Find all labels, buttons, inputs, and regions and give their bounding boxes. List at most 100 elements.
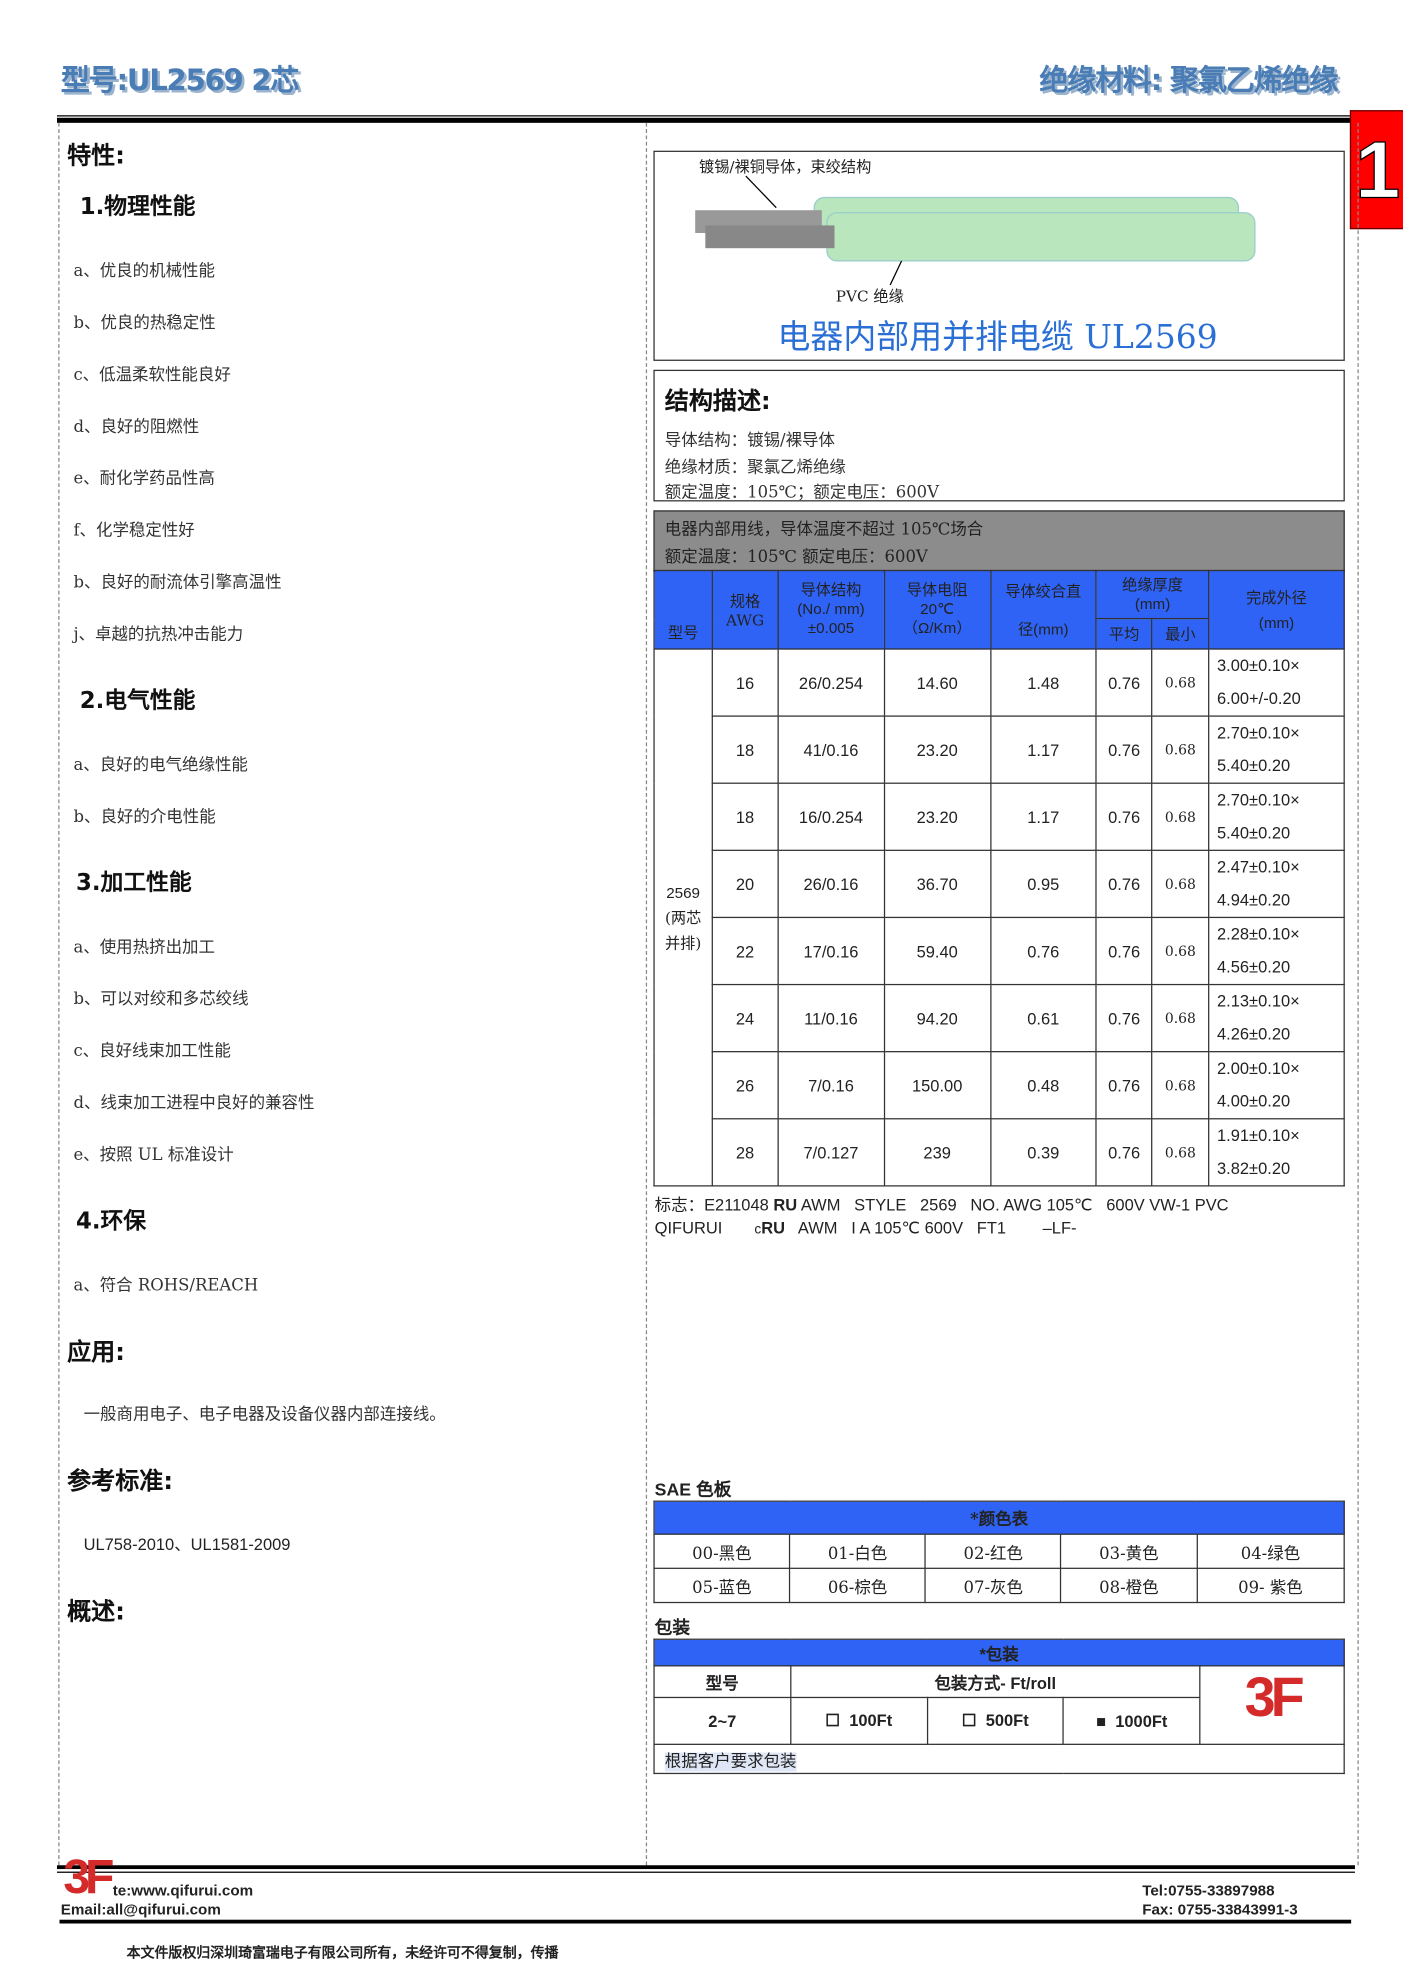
cell-od: 2.13±0.10× 4.26±0.20 <box>1208 983 1345 1053</box>
note-line: 电器内部用线，导体温度不超过 105℃场合 <box>664 520 984 540</box>
cell-conductor: 26/0.16 <box>777 849 885 919</box>
cell-awg: 18 <box>711 715 779 784</box>
application-text: 一般商用电子、电子电器及设备仪器内部连接线。 <box>83 1405 446 1425</box>
application-title: 应用: <box>67 1338 125 1367</box>
color-cell: 08-橙色 <box>1060 1567 1198 1604</box>
marking-line-1: 标志：E211048 RU AWM STYLE 2569 NO. AWG 105… <box>655 1192 1229 1216</box>
cable-illustration <box>695 175 1256 286</box>
cell-resistance: 14.60 <box>883 648 991 717</box>
cell-awg: 28 <box>711 1118 779 1187</box>
footer-rule <box>56 1865 1355 1870</box>
list-item: a、符合 ROHS/REACH <box>73 1276 259 1296</box>
footer-website[interactable]: te:www.qifurui.com <box>112 1881 254 1900</box>
cell-resistance: 239 <box>883 1118 991 1187</box>
ul-logo-icon: RU <box>773 1195 798 1215</box>
cell-awg: 26 <box>711 1051 779 1120</box>
option-1000ft[interactable]: ■ 1000Ft <box>1062 1696 1201 1745</box>
cell-awg: 22 <box>711 916 779 986</box>
color-cell: 01-白色 <box>789 1533 927 1569</box>
header-model: 型号 <box>653 569 713 650</box>
footer-email[interactable]: Email:all@qifurui.com <box>60 1900 221 1919</box>
cell-diameter: 1.48 <box>989 648 1097 717</box>
packaging-table: *包装 型号 包装方式- Ft/roll 3F 2~7 ☐ 100Ft ☐ 50… <box>653 1638 1345 1775</box>
cell-resistance: 36.70 <box>883 849 991 919</box>
marking-text: AWM STYLE 2569 NO. AWG 105℃ 600V VW-1 PV… <box>800 1195 1229 1215</box>
insulation-core-2 <box>826 212 1256 262</box>
header-od: 完成外径 (mm) <box>1208 569 1345 650</box>
list-item: e、耐化学药品性高 <box>73 469 215 489</box>
table-row: 26 7/0.16 150.00 0.48 0.76 0.68 2.00±0.10× 4.00… <box>654 1051 1345 1120</box>
structure-line: 绝缘材质：聚氯乙烯绝缘 <box>664 458 846 478</box>
header-diameter: 导体绞合直 径(mm) <box>989 569 1097 650</box>
footer-tel: Tel:0755-33897988 <box>1142 1881 1275 1900</box>
conductor-label: 镀锡/裸铜导体，束绞结构 <box>698 158 872 177</box>
cul-logo-icon: RU <box>761 1218 786 1238</box>
header-thickness: 绝缘厚度 (mm) <box>1095 569 1210 620</box>
table-row: 18 16/0.254 23.20 1.17 0.76 0.68 2.70±0.10× 5.4… <box>654 782 1345 851</box>
color-cell: 00-黑色 <box>653 1533 791 1569</box>
color-cell: 06-棕色 <box>789 1567 927 1604</box>
option-500ft[interactable]: ☐ 500Ft <box>926 1696 1065 1745</box>
cable-diagram-box: 镀锡/裸铜导体，束绞结构 PVC 绝缘 电器内部用并排电缆 UL2569 <box>653 150 1345 361</box>
cell-avg: 0.76 <box>1095 1118 1153 1187</box>
cell-od2: 6.00+/-0.20 <box>1217 688 1301 708</box>
conductor-strands-2 <box>705 225 835 249</box>
header-diameter-bottom: 径(mm) <box>1017 619 1069 638</box>
cell-od: 2.47±0.10× 4.94±0.20 <box>1208 849 1345 919</box>
header-avg: 平均 <box>1095 617 1153 650</box>
cell-min: 0.68 <box>1151 782 1210 851</box>
insulation-arrow <box>889 260 903 286</box>
cell-min: 0.68 <box>1151 715 1210 784</box>
cell-od1: 2.70±0.10× <box>1217 790 1300 810</box>
cell-od1: 2.70±0.10× <box>1217 723 1300 743</box>
color-table-header: *颜色表 <box>653 1500 1345 1535</box>
table-row: 24 11/0.16 94.20 0.61 0.76 0.68 2.13±0.10× 4.26… <box>654 983 1345 1053</box>
checkbox-unchecked-icon[interactable]: ☐ <box>825 1710 841 1730</box>
cell-diameter: 1.17 <box>989 782 1097 851</box>
cell-avg: 0.76 <box>1095 715 1153 784</box>
cell-conductor: 7/0.16 <box>777 1051 885 1120</box>
option-100ft[interactable]: ☐ 100Ft <box>789 1696 928 1745</box>
checkbox-unchecked-icon[interactable]: ☐ <box>961 1710 977 1730</box>
list-item: c、低温柔软性能良好 <box>73 365 231 385</box>
cell-diameter: 0.76 <box>989 916 1097 986</box>
conductor-arrow <box>745 175 777 209</box>
cell-diameter: 0.39 <box>989 1118 1097 1187</box>
section-title: 1.物理性能 <box>79 193 196 221</box>
cell-conductor: 16/0.254 <box>777 782 885 851</box>
header-resistance: 导体电阻 20℃ （Ω/Km） <box>883 569 991 650</box>
marking-brand: QIFURUI <box>654 1218 723 1238</box>
table-row: 22 17/0.16 59.40 0.76 0.76 0.68 2.28±0.10× 4.56… <box>654 916 1345 986</box>
cell-min: 0.68 <box>1151 1118 1210 1187</box>
color-cell: 03-黄色 <box>1060 1533 1198 1569</box>
cell-od: 2.70±0.10× 5.40±0.20 <box>1208 715 1345 784</box>
cell-diameter: 0.48 <box>989 1051 1097 1120</box>
structure-title: 结构描述: <box>664 387 771 416</box>
checkbox-checked-icon[interactable]: ■ <box>1096 1711 1107 1731</box>
cell-avg: 0.76 <box>1095 916 1153 986</box>
footer-rule-thin <box>56 1871 1355 1873</box>
overview-title: 概述: <box>67 1598 125 1626</box>
cell-resistance: 59.40 <box>883 916 991 986</box>
packaging-title: 包装 <box>654 1617 691 1638</box>
cell-od2: 3.82±0.20 <box>1217 1158 1291 1178</box>
cell-od: 2.00±0.10× 4.00±0.20 <box>1208 1051 1345 1120</box>
footer-3f-logo: 3F <box>63 1851 114 1905</box>
header-rule-thick <box>56 117 1355 123</box>
cell-resistance: 150.00 <box>883 1051 991 1120</box>
list-item: a、优良的机械性能 <box>73 262 215 282</box>
table-row: 28 7/0.127 239 0.39 0.76 0.68 1.91±0.10× 3.82±0… <box>654 1118 1345 1187</box>
cell-diameter: 1.17 <box>989 715 1097 784</box>
cell-conductor: 17/0.16 <box>777 916 885 986</box>
features-title: 特性: <box>67 141 125 170</box>
copyright-notice: 本文件版权归深圳琦富瑞电子有限公司所有，未经许可不得复制，传播 <box>126 1945 559 1962</box>
color-table-title: SAE 色板 <box>654 1479 732 1500</box>
list-item: a、良好的电气绝缘性能 <box>73 755 248 775</box>
header-awg: 规格 AWG <box>711 569 779 650</box>
column-divider <box>645 122 648 1866</box>
cell-od: 1.91±0.10× 3.82±0.20 <box>1208 1118 1345 1187</box>
cell-avg: 0.76 <box>1095 983 1153 1053</box>
spec-table: 型号 规格 AWG 导体结构 (No./ mm) ±0.005 导体电阻 20℃… <box>653 569 1345 1187</box>
list-item: b、可以对绞和多芯绞线 <box>73 990 249 1010</box>
